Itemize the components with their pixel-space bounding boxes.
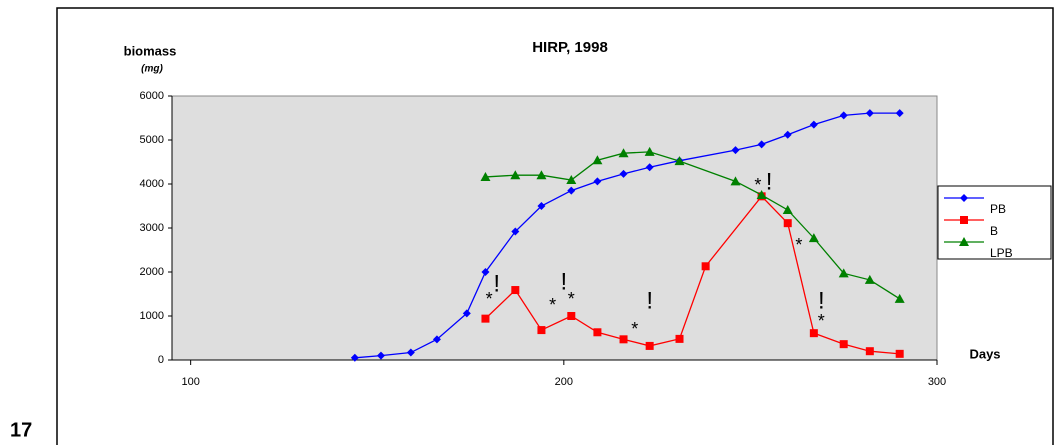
marker <box>756 190 767 199</box>
annotation: ! <box>646 287 653 314</box>
y-tick-label: 2000 <box>140 266 164 278</box>
marker <box>566 175 577 185</box>
marker <box>350 353 359 362</box>
marker <box>481 314 490 323</box>
marker <box>619 169 628 178</box>
frame <box>56 7 1054 445</box>
annotation: * <box>795 235 802 255</box>
marker <box>511 286 520 295</box>
marker <box>960 194 968 202</box>
marker <box>567 312 576 320</box>
series-line <box>354 112 900 359</box>
y-label: biomass <box>124 43 177 58</box>
marker <box>808 233 819 243</box>
marker <box>510 170 521 180</box>
marker <box>959 237 969 246</box>
marker <box>839 340 848 349</box>
annotation: * <box>754 175 761 195</box>
x-label: Days <box>969 346 1000 361</box>
annotation: ! <box>493 271 500 298</box>
marker <box>537 202 546 210</box>
marker <box>730 176 741 186</box>
marker <box>864 274 875 284</box>
annotation: ! <box>766 168 773 195</box>
marker <box>432 335 441 344</box>
marker <box>511 227 520 236</box>
marker <box>809 120 818 129</box>
y-tick-label: 4000 <box>140 178 164 190</box>
page-number: 17 <box>10 419 32 441</box>
annotation: * <box>818 311 825 331</box>
marker <box>839 111 848 120</box>
marker <box>865 109 874 118</box>
marker <box>809 329 818 338</box>
legend-label: B <box>990 224 998 238</box>
y-tick-label: 0 <box>158 354 164 366</box>
annotation: ! <box>818 287 825 314</box>
marker <box>406 348 415 357</box>
chart-title: HIRP, 1998 <box>532 39 608 56</box>
marker <box>645 163 654 172</box>
marker <box>376 351 385 360</box>
marker <box>895 349 904 358</box>
marker <box>782 204 793 214</box>
marker <box>865 347 874 356</box>
legend-label: LPB <box>990 246 1013 260</box>
marker <box>537 326 546 335</box>
marker <box>783 130 792 139</box>
marker <box>592 155 603 165</box>
annotation: * <box>549 295 556 315</box>
marker <box>674 156 685 166</box>
marker <box>462 309 471 318</box>
marker <box>783 219 792 228</box>
marker <box>567 186 576 195</box>
marker <box>675 334 684 343</box>
marker <box>536 170 547 180</box>
marker <box>480 171 491 181</box>
marker <box>701 262 710 271</box>
annotation: * <box>568 289 575 309</box>
x-tick-label: 300 <box>928 376 946 388</box>
marker <box>618 148 629 158</box>
x-tick-label: 200 <box>555 376 573 388</box>
x-tick-label: 100 <box>181 376 199 388</box>
marker <box>838 268 849 278</box>
marker <box>593 328 602 337</box>
annotation: * <box>486 289 493 309</box>
marker <box>593 177 602 186</box>
marker <box>895 109 904 118</box>
y-tick-label: 6000 <box>140 90 164 102</box>
marker <box>645 341 654 350</box>
marker <box>757 140 766 149</box>
y-unit: (mg) <box>141 64 163 75</box>
marker <box>731 146 740 155</box>
marker <box>644 146 655 156</box>
marker <box>619 335 628 344</box>
marker <box>894 293 905 303</box>
y-tick-label: 5000 <box>140 134 164 146</box>
y-tick-label: 1000 <box>140 310 164 322</box>
legend-label: PB <box>990 202 1006 216</box>
y-tick-label: 3000 <box>140 222 164 234</box>
marker <box>481 268 490 276</box>
annotation: ! <box>560 268 567 295</box>
annotation: * <box>631 319 638 339</box>
marker <box>960 216 968 224</box>
